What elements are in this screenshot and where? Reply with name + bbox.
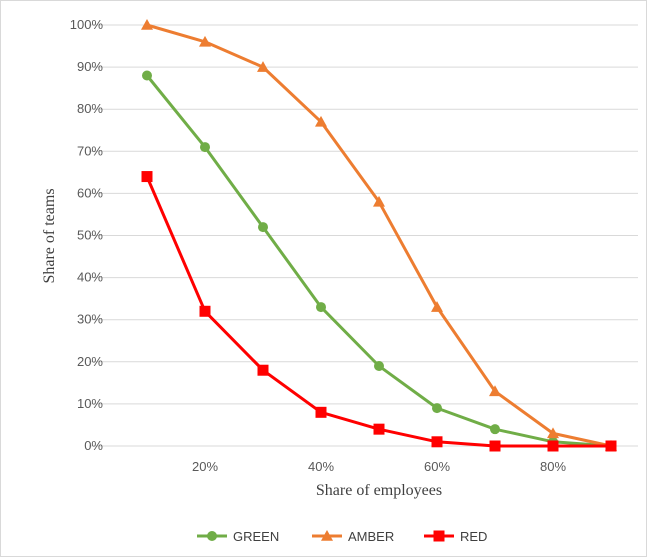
data-point-green bbox=[200, 142, 210, 153]
legend: GREEN AMBER RED bbox=[197, 529, 487, 544]
y-tick-label: 90% bbox=[77, 59, 103, 74]
x-tick-label: 40% bbox=[308, 459, 334, 474]
data-point-green bbox=[142, 70, 152, 81]
data-point-green bbox=[374, 361, 384, 372]
x-axis-ticks: 20% 40% 60% 80% bbox=[192, 459, 566, 474]
data-point-green bbox=[316, 302, 326, 313]
data-point-red bbox=[489, 440, 501, 452]
y-tick-label: 80% bbox=[77, 101, 103, 116]
data-point-amber bbox=[199, 35, 211, 47]
data-point-red bbox=[605, 440, 617, 452]
data-point-amber bbox=[373, 195, 385, 207]
legend-marker-red bbox=[433, 530, 445, 542]
data-point-amber bbox=[489, 385, 501, 397]
series-red bbox=[141, 171, 617, 452]
data-point-red bbox=[257, 364, 269, 376]
data-point-red bbox=[199, 305, 211, 317]
legend-label-red: RED bbox=[460, 529, 487, 544]
data-point-amber bbox=[141, 19, 153, 30]
data-point-green bbox=[258, 222, 268, 233]
data-point-red bbox=[373, 423, 385, 435]
data-point-red bbox=[315, 406, 327, 418]
x-tick-label: 20% bbox=[192, 459, 218, 474]
y-tick-label: 100% bbox=[70, 17, 104, 32]
y-axis-ticks: 0% 10% 20% 30% 40% 50% 60% 70% 80% 90% 100% bbox=[70, 17, 104, 453]
series-group bbox=[141, 19, 617, 452]
y-tick-label: 50% bbox=[77, 228, 103, 243]
y-tick-label: 20% bbox=[77, 354, 103, 369]
y-tick-label: 0% bbox=[84, 438, 103, 453]
series-line-green bbox=[145, 74, 612, 448]
data-point-red bbox=[141, 171, 153, 183]
series-line-red bbox=[145, 176, 611, 448]
series-green bbox=[142, 70, 616, 451]
y-tick-label: 10% bbox=[77, 396, 103, 411]
y-axis-title: Share of teams bbox=[41, 188, 58, 283]
legend-label-green: GREEN bbox=[233, 529, 279, 544]
legend-label-amber: AMBER bbox=[348, 529, 394, 544]
y-tick-label: 70% bbox=[77, 143, 103, 158]
data-point-green bbox=[432, 403, 442, 414]
series-amber bbox=[141, 19, 617, 451]
legend-marker-green bbox=[207, 531, 217, 541]
y-tick-label: 40% bbox=[77, 270, 103, 285]
data-point-green bbox=[490, 424, 500, 435]
x-axis-title: Share of employees bbox=[316, 482, 442, 499]
y-tick-label: 30% bbox=[77, 312, 103, 327]
data-point-amber bbox=[547, 427, 559, 439]
legend-item-amber: AMBER bbox=[312, 529, 394, 544]
x-tick-label: 80% bbox=[540, 459, 566, 474]
x-tick-label: 60% bbox=[424, 459, 450, 474]
legend-item-red: RED bbox=[424, 529, 487, 544]
legend-item-green: GREEN bbox=[197, 529, 279, 544]
data-point-red bbox=[547, 440, 559, 452]
data-point-red bbox=[431, 436, 443, 448]
data-point-amber bbox=[315, 115, 327, 127]
legend-marker-amber bbox=[321, 530, 333, 541]
y-tick-label: 60% bbox=[77, 185, 103, 200]
data-point-amber bbox=[431, 301, 443, 312]
data-point-amber bbox=[257, 61, 269, 72]
gridlines bbox=[89, 24, 638, 447]
